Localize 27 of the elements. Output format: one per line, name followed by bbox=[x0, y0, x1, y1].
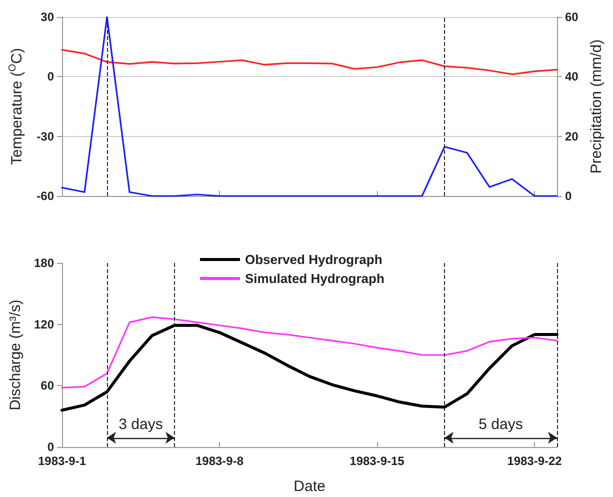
y2-tick-label: 0 bbox=[565, 189, 572, 203]
annotation: 3 days bbox=[118, 416, 163, 433]
x-tick-label: 1983-9-15 bbox=[350, 454, 405, 468]
legend-label: Simulated Hydrograph bbox=[245, 271, 384, 286]
y2-tick-label: 60 bbox=[565, 10, 579, 24]
y-tick-label: -30 bbox=[36, 129, 54, 144]
y2-tick-label: 40 bbox=[565, 70, 579, 84]
annotation: 5 days bbox=[478, 416, 523, 433]
y-tick-label: 0 bbox=[47, 70, 54, 84]
y-tick-label: 120 bbox=[34, 317, 54, 332]
x-tick-label: 1983-9-1 bbox=[38, 454, 86, 468]
y-tick-label: 180 bbox=[34, 256, 54, 270]
legend-label: Observed Hydrograph bbox=[245, 252, 382, 267]
y2-axis-title: Precipitation (mm/d) bbox=[588, 39, 606, 174]
y-tick-label: -60 bbox=[36, 189, 54, 203]
y-axis-title: Temperature (OC) bbox=[8, 48, 26, 165]
y2-tick-label: 20 bbox=[565, 129, 579, 144]
y-tick-label: 30 bbox=[40, 10, 54, 24]
x-tick-label: 1983-9-22 bbox=[507, 454, 562, 468]
y-tick-label: 0 bbox=[47, 440, 54, 454]
x-axis-title: Date bbox=[294, 478, 326, 495]
y-axis-title: Discharge (m³/s) bbox=[7, 300, 24, 410]
y-tick-label: 60 bbox=[40, 378, 54, 393]
x-tick-label: 1983-9-8 bbox=[195, 454, 244, 468]
line-series bbox=[61, 316, 558, 389]
line-series bbox=[61, 49, 558, 76]
line-series bbox=[60, 324, 558, 412]
